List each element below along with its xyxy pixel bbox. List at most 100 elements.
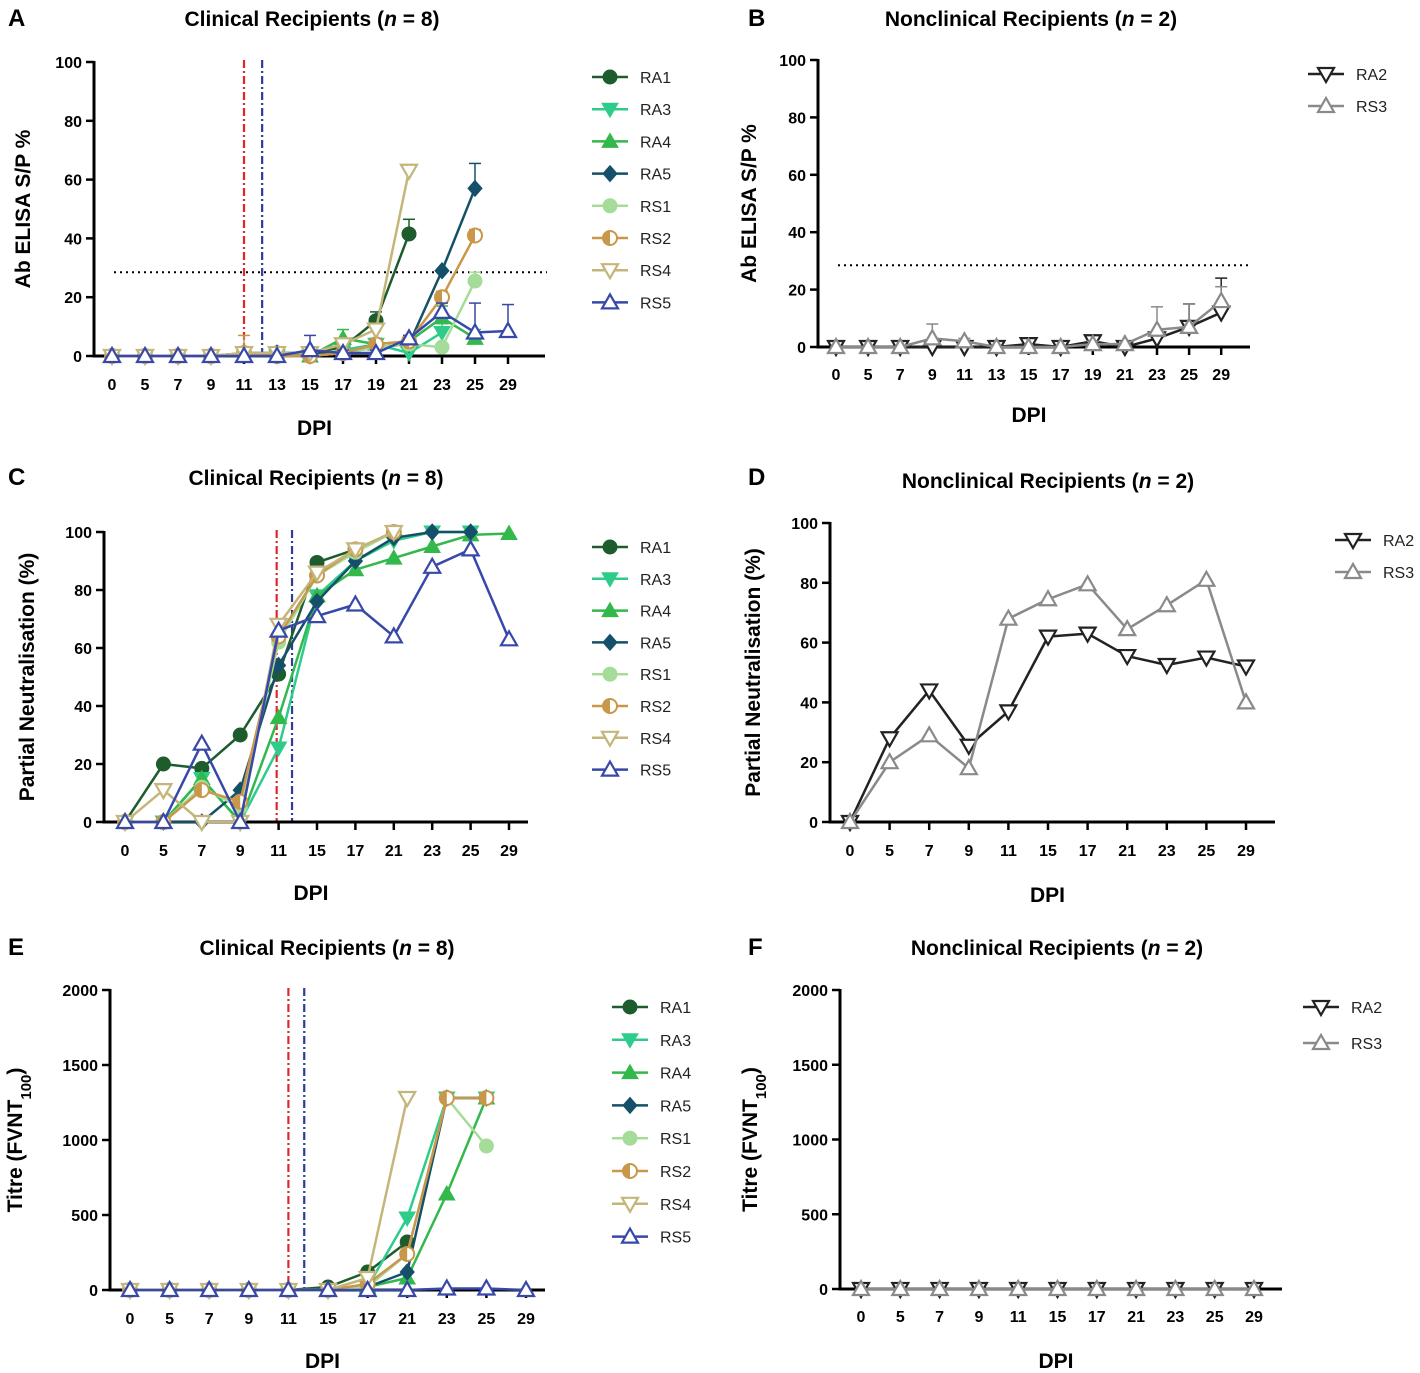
- x-tick-label: 5: [141, 377, 150, 394]
- x-tick-label: 7: [935, 1309, 944, 1326]
- data-point: [500, 524, 518, 540]
- legend-marker: [622, 1130, 638, 1146]
- y-axis-title: Titre (FVNT100): [4, 1068, 35, 1213]
- title-suffix: = 8): [412, 937, 455, 960]
- x-tick-label: 0: [857, 1309, 866, 1326]
- data-point: [318, 1279, 338, 1298]
- data-point: [476, 1278, 497, 1296]
- panel-title: Clinical Recipients (n = 8): [189, 467, 444, 490]
- series-ra3: [121, 1091, 496, 1300]
- legend-marker: [600, 263, 620, 281]
- data-point: [1147, 319, 1167, 337]
- legend-marker: [1316, 66, 1336, 85]
- y-title-main: Titre (FVNT: [4, 1099, 27, 1212]
- title-prefix: Clinical Recipients (: [200, 937, 400, 960]
- panel-title: Nonclinical Recipients (n = 2): [911, 937, 1203, 960]
- y-tick-label: 60: [74, 641, 92, 658]
- x-tick-label: 23: [438, 1311, 456, 1328]
- data-point: [467, 227, 483, 244]
- x-tick-label: 9: [964, 843, 973, 860]
- legend-marker: [622, 1096, 638, 1115]
- panel-letter: D: [748, 464, 765, 491]
- panel-title: Nonclinical Recipients (n = 2): [885, 8, 1177, 31]
- panel-letter: B: [748, 5, 765, 32]
- data-point: [467, 179, 483, 198]
- panel-title: Clinical Recipients (n = 8): [200, 937, 455, 960]
- y-tick-label: 60: [800, 636, 818, 653]
- data-point: [168, 345, 188, 364]
- data-point: [1156, 657, 1177, 676]
- data-point: [1236, 692, 1256, 710]
- x-tick-label: 9: [236, 843, 245, 860]
- legend-label: RA3: [640, 102, 671, 119]
- y-tick-label: 20: [800, 755, 818, 772]
- data-point: [919, 725, 940, 743]
- data-point: [357, 1279, 378, 1298]
- data-point: [268, 620, 289, 638]
- series-line: [130, 1096, 487, 1292]
- x-axis-title: DPI: [1011, 404, 1046, 427]
- y-tick-label: 0: [809, 815, 818, 832]
- panel-a: A Clinical Recipients (n = 8) 0 20 40 60 80 100…: [8, 5, 671, 440]
- x-tick-label: 7: [925, 843, 934, 860]
- x-tick-label: 11: [280, 1311, 297, 1328]
- panel-f: F Nonclinical Recipients (n = 2)050010001…: [739, 934, 1382, 1373]
- y-tick-label: 0: [797, 340, 806, 357]
- data-point: [269, 741, 288, 758]
- title-prefix: Nonclinical Recipients (: [911, 937, 1148, 960]
- y-tick-label: 60: [788, 168, 806, 185]
- legend-label: RS2: [640, 699, 671, 716]
- x-tick-label: 25: [1198, 843, 1216, 860]
- x-axis-title: DPI: [293, 882, 328, 905]
- data-point: [267, 345, 287, 364]
- x-tick-label: 25: [1180, 367, 1198, 384]
- legend-label: RA3: [640, 572, 671, 589]
- data-point: [1115, 333, 1135, 352]
- x-tick-label: 29: [517, 1311, 535, 1328]
- legend-marker: [602, 164, 618, 183]
- x-tick-label: 17: [1052, 367, 1070, 384]
- y-tick-label: 500: [71, 1208, 98, 1225]
- series-line: [112, 316, 476, 358]
- x-tick-label: 15: [1049, 1309, 1067, 1326]
- series-line: [130, 1096, 487, 1292]
- y-tick-label: 1500: [62, 1058, 98, 1075]
- x-tick-label: 5: [864, 367, 873, 384]
- data-point: [1211, 305, 1232, 323]
- legend-item: RS1: [592, 198, 671, 216]
- data-point: [422, 556, 443, 574]
- data-point: [199, 1279, 220, 1298]
- data-point: [1179, 316, 1199, 335]
- x-tick-label: 5: [885, 843, 894, 860]
- data-point: [437, 1184, 456, 1201]
- data-point: [478, 1090, 495, 1106]
- panel-d: D Nonclinical Recipients (n = 2) 0 20 40 60 80…: [742, 464, 1414, 907]
- data-point: [357, 1270, 378, 1289]
- data-point: [384, 549, 403, 565]
- x-tick-label: 29: [1245, 1309, 1263, 1326]
- x-tick-label: 23: [433, 377, 451, 394]
- x-tick-label: 11: [236, 377, 253, 394]
- legend-marker: [1343, 561, 1363, 580]
- data-point: [135, 345, 155, 364]
- legend-marker: [621, 1063, 639, 1080]
- data-point: [307, 565, 327, 583]
- title-prefix: Nonclinical Recipients (: [902, 470, 1139, 493]
- data-point: [1165, 1278, 1186, 1297]
- x-tick-label: 29: [1237, 843, 1255, 860]
- panel-e: E Clinical Recipients (n = 8)050010001500…: [4, 934, 691, 1373]
- legend-label: RS3: [1383, 565, 1414, 582]
- data-point: [851, 1278, 871, 1297]
- legend-marker: [601, 601, 619, 618]
- data-point: [467, 273, 483, 289]
- x-tick-label: 15: [319, 1311, 337, 1328]
- legend-label: RA5: [640, 167, 671, 184]
- data-point: [191, 733, 212, 751]
- x-tick-label: 9: [928, 367, 937, 384]
- legend-item: RS4: [592, 263, 671, 281]
- series-line: [112, 234, 477, 358]
- legend-marker: [602, 69, 618, 85]
- legend-item: RA2: [1308, 66, 1387, 85]
- data-point: [383, 626, 404, 644]
- legend-item: RA3: [592, 102, 671, 119]
